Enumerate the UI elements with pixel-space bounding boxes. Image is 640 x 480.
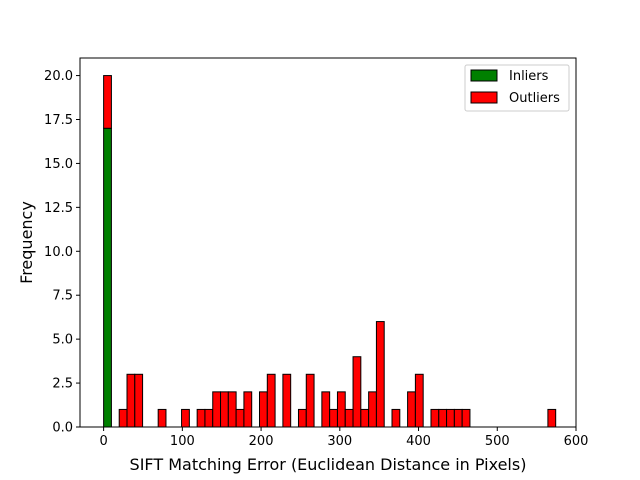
bar-outliers bbox=[453, 408, 463, 428]
bar-outliers bbox=[461, 408, 471, 428]
bar-outliers bbox=[305, 373, 315, 428]
bar-outliers bbox=[235, 408, 245, 428]
x-tick-label: 300 bbox=[327, 434, 352, 449]
bar-outliers bbox=[220, 391, 229, 428]
bar-outliers bbox=[430, 408, 440, 428]
bar-outliers bbox=[336, 391, 346, 428]
x-axis-title: SIFT Matching Error (Euclidean Distance … bbox=[130, 455, 527, 474]
bar-outliers bbox=[391, 408, 401, 428]
bar-inliers bbox=[103, 127, 112, 428]
axes-frame bbox=[79, 57, 577, 428]
legend-label-outliers: Outliers bbox=[509, 91, 560, 106]
y-tick-label: 2.5 bbox=[52, 377, 73, 392]
bar-outliers bbox=[204, 408, 214, 428]
x-tick-label: 0 bbox=[99, 434, 107, 449]
bar-outliers bbox=[329, 408, 338, 428]
bar-outliers bbox=[181, 408, 190, 428]
bar-outliers bbox=[134, 373, 144, 428]
legend: Inliers Outliers bbox=[464, 64, 570, 112]
x-tick-label: 500 bbox=[485, 434, 510, 449]
y-axis-title: Frequency bbox=[17, 201, 36, 284]
bar-outliers bbox=[118, 408, 128, 428]
plot-area bbox=[103, 75, 557, 428]
bar-outliers bbox=[266, 373, 276, 428]
bar-outliers bbox=[282, 373, 292, 428]
bar-outliers bbox=[227, 391, 237, 428]
bar-outliers bbox=[212, 391, 222, 428]
x-tick-label: 200 bbox=[249, 434, 274, 449]
bar-outliers bbox=[407, 391, 416, 428]
bar-outliers bbox=[297, 408, 307, 428]
bar-outliers bbox=[360, 408, 370, 428]
bar-outliers bbox=[547, 408, 557, 428]
bar-outliers bbox=[321, 391, 331, 428]
bar-outliers bbox=[344, 408, 354, 428]
x-tick-label: 400 bbox=[406, 434, 431, 449]
y-tick-label: 17.5 bbox=[44, 113, 73, 128]
axes: 0 100 200 300 400 500 600 0.0 2.5 5.0 7.5 10.0 12.5 1… bbox=[44, 57, 589, 449]
bar-outliers bbox=[438, 408, 448, 428]
bar-outliers bbox=[375, 321, 385, 428]
y-tick-label: 15.0 bbox=[44, 157, 73, 172]
bar-outliers bbox=[243, 391, 253, 428]
y-tick-label: 20.0 bbox=[44, 69, 73, 84]
bar-outliers bbox=[352, 356, 362, 428]
bar-outliers bbox=[368, 391, 377, 428]
x-tick-label: 100 bbox=[170, 434, 195, 449]
y-tick-label: 10.0 bbox=[44, 245, 73, 260]
x-tick-label: 600 bbox=[564, 434, 589, 449]
bar-outliers bbox=[446, 408, 455, 428]
y-tick-label: 7.5 bbox=[52, 289, 73, 304]
bar-outliers bbox=[126, 373, 136, 428]
y-tick-label: 0.0 bbox=[52, 421, 73, 436]
legend-label-inliers: Inliers bbox=[509, 69, 549, 84]
bar-outliers bbox=[414, 373, 424, 428]
bar-outliers bbox=[157, 408, 167, 428]
y-tick-label: 5.0 bbox=[52, 333, 73, 348]
legend-swatch-outliers bbox=[470, 91, 498, 104]
bar-outliers bbox=[196, 408, 206, 428]
bar-outliers bbox=[259, 391, 268, 428]
y-tick-label: 12.5 bbox=[44, 201, 73, 216]
bar-outliers bbox=[103, 75, 112, 129]
legend-swatch-inliers bbox=[470, 69, 498, 82]
